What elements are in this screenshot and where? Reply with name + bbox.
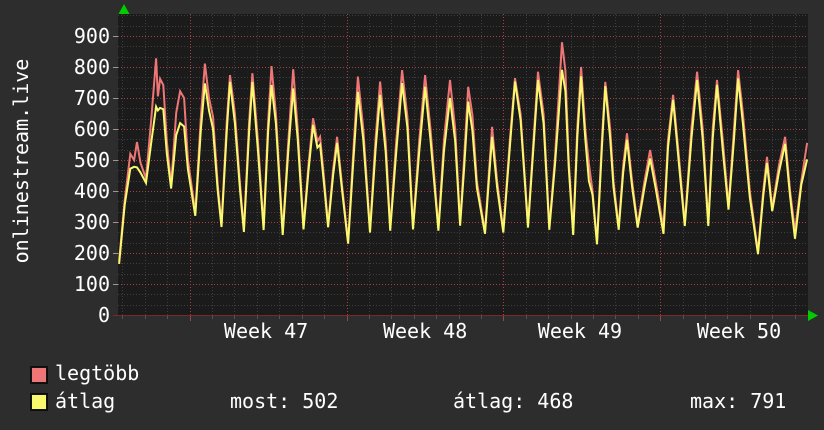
y-axis-label: 0 xyxy=(97,303,110,327)
x-axis-arrow-icon xyxy=(808,310,818,321)
y-axis-label: 200 xyxy=(73,241,110,265)
y-axis-label: 100 xyxy=(73,272,110,296)
series-line-atlag xyxy=(118,69,809,264)
y-axis-label: 800 xyxy=(73,55,110,79)
legend-swatch-atlag xyxy=(30,393,48,411)
y-axis-label: 900 xyxy=(73,24,110,48)
x-axis-label: Week 48 xyxy=(382,319,468,343)
legend-label-atlag: átlag xyxy=(55,389,116,413)
x-axis-label: Week 49 xyxy=(537,319,623,343)
y-axis-arrow-icon xyxy=(118,4,130,14)
y-axis-label: 600 xyxy=(73,117,110,141)
x-axis-label: Week 50 xyxy=(696,319,782,343)
legend-label-legtobb: legtöbb xyxy=(55,361,140,385)
stat-atlag: átlag: 468 xyxy=(453,389,574,413)
x-axis-label: Week 47 xyxy=(223,319,309,343)
stat-most: most: 502 xyxy=(230,389,339,413)
y-axis-label: 300 xyxy=(73,210,110,234)
legend-swatch-legtobb xyxy=(30,366,48,384)
y-minor-gridlines xyxy=(118,15,808,306)
y-axis-label: 500 xyxy=(73,148,110,172)
y-axis-label: 400 xyxy=(73,179,110,203)
stat-max: max: 791 xyxy=(690,389,787,413)
y-axis-label: 700 xyxy=(73,86,110,110)
